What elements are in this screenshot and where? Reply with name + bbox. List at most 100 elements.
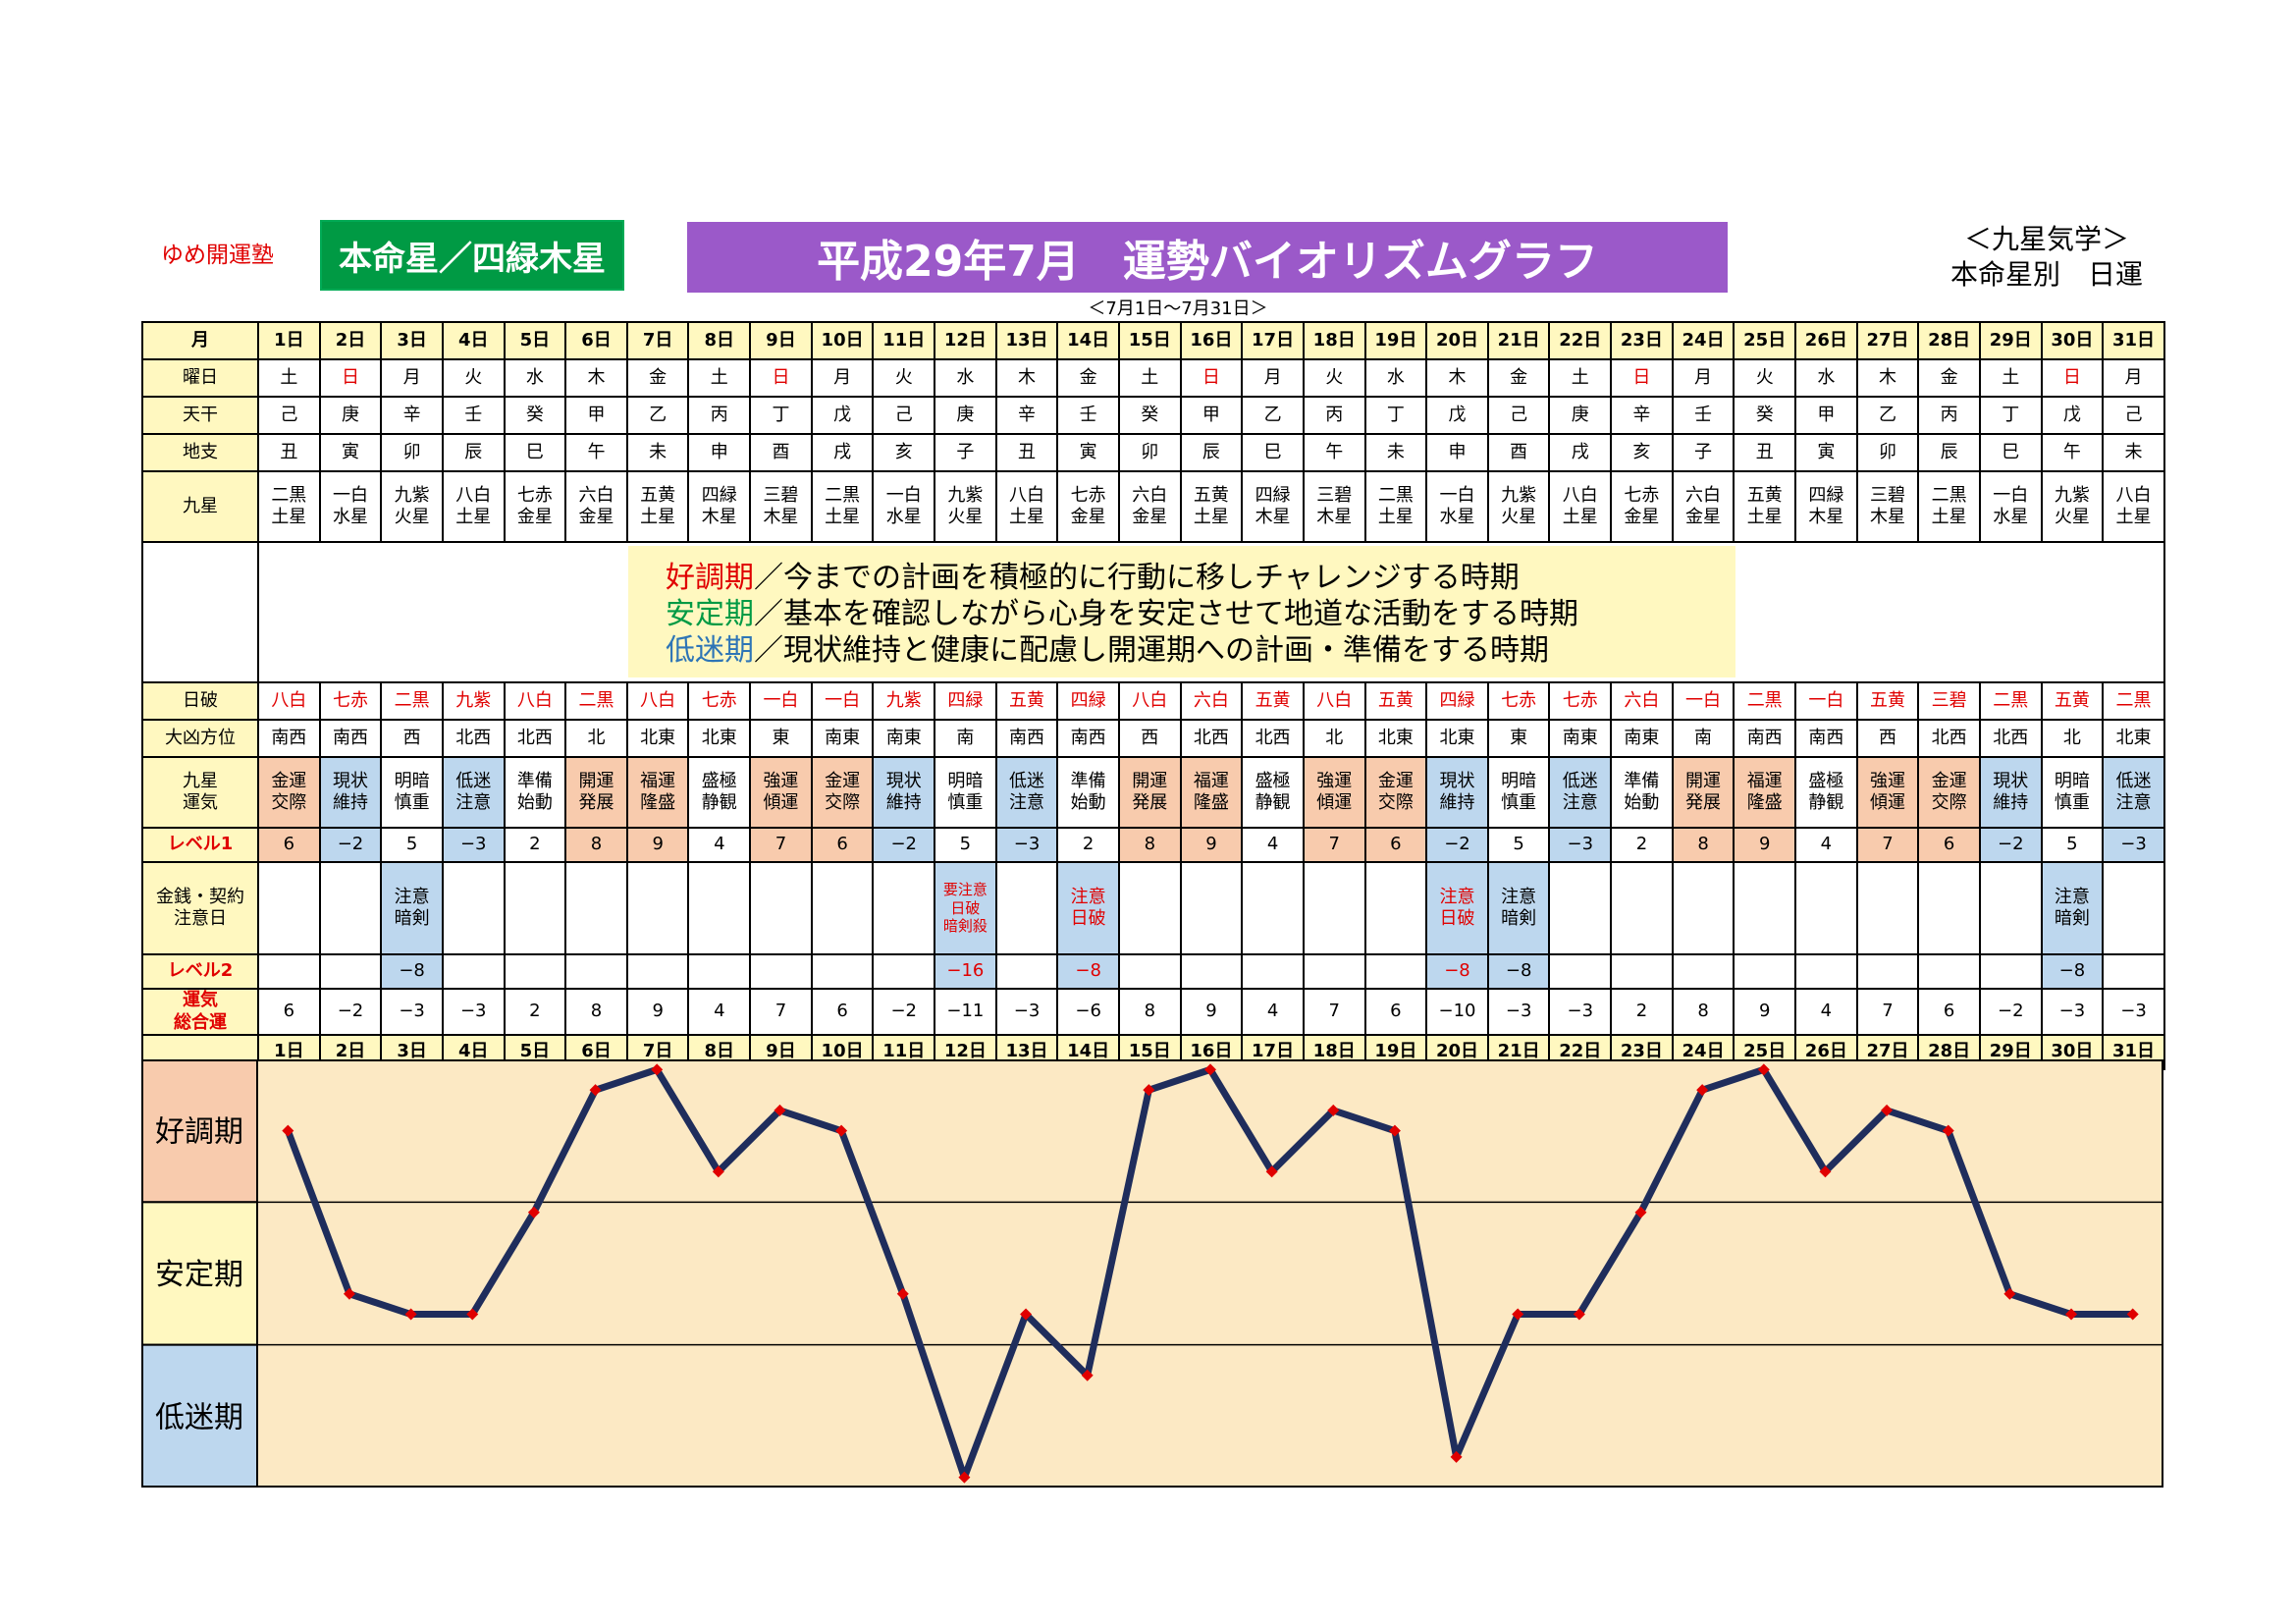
data-point bbox=[1020, 1308, 1033, 1321]
tenkan-cell: 己 bbox=[872, 396, 936, 435]
date-cell: 28日 bbox=[1917, 321, 1981, 360]
unki-line1: 金運 bbox=[1931, 770, 1967, 791]
unki-cell: 強運 傾運 bbox=[1302, 756, 1366, 829]
weekday-cell: 火 bbox=[441, 358, 506, 398]
kyusei-line1: 九紫 bbox=[2054, 484, 2090, 506]
kinsen-cell bbox=[1794, 861, 1858, 955]
daikyo-cell: 北東 bbox=[687, 719, 752, 758]
nippa-cell: 一白 bbox=[810, 681, 875, 721]
level1-cell: −3 bbox=[1548, 827, 1613, 863]
level2-cell bbox=[810, 953, 875, 990]
unki-cell: 福運 隆盛 bbox=[1733, 756, 1797, 829]
unki-line2: 静観 bbox=[701, 792, 737, 813]
kyusei-line2: 金星 bbox=[578, 507, 614, 527]
legend-stable-text: ／基本を確認しながら心身を安定させて地道な活動をする時期 bbox=[754, 597, 1578, 631]
unki-cell: 金運 交際 bbox=[1917, 756, 1981, 829]
kyusei-cell: 九紫 火星 bbox=[934, 470, 997, 543]
date-cell: 31日 bbox=[2102, 321, 2165, 360]
kyusei-line2: 土星 bbox=[1746, 507, 1783, 527]
daikyo-cell: 南西 bbox=[1733, 719, 1797, 758]
sogo-cell: 6 bbox=[1917, 988, 1981, 1036]
unki-cell: 低迷 注意 bbox=[2102, 756, 2165, 829]
unki-line1: 開運 bbox=[1132, 770, 1168, 791]
nippa-cell: 四緑 bbox=[1425, 681, 1489, 721]
unki-line2: 注意 bbox=[1562, 792, 1598, 813]
kyusei-cell: 二黒 土星 bbox=[1917, 470, 1981, 543]
tenkan-cell: 丙 bbox=[1302, 396, 1366, 435]
kyusei-cell: 九紫 火星 bbox=[1486, 470, 1551, 543]
tenkan-cell: 壬 bbox=[1671, 396, 1735, 435]
nippa-cell: 五黄 bbox=[1241, 681, 1305, 721]
level2-cell: −8 bbox=[1425, 953, 1489, 990]
legend-row-label bbox=[141, 541, 259, 683]
date-cell: 18日 bbox=[1302, 321, 1366, 360]
kyusei-line2: 土星 bbox=[2115, 507, 2152, 527]
nippa-cell: 二黒 bbox=[2102, 681, 2165, 721]
unki-line1: 盛極 bbox=[1808, 770, 1844, 791]
tenkan-cell: 壬 bbox=[441, 396, 506, 435]
daikyo-cell: 南西 bbox=[1056, 719, 1120, 758]
kyusei-line1: 二黒 bbox=[1931, 484, 1967, 506]
kyusei-line2: 木星 bbox=[763, 507, 799, 527]
kinsen-cell bbox=[1548, 861, 1613, 955]
weekday-cell: 金 bbox=[1486, 358, 1551, 398]
level2-cell bbox=[1117, 953, 1182, 990]
level1-cell: 8 bbox=[1117, 827, 1182, 863]
weekday-cell: 火 bbox=[872, 358, 936, 398]
legend-stable: 安定期／基本を確認しながら心身を安定させて地道な活動をする時期 bbox=[666, 596, 1735, 632]
kyusei-cell: 三碧 木星 bbox=[749, 470, 813, 543]
kinsen-cell bbox=[1117, 861, 1182, 955]
tenkan-cell: 庚 bbox=[1548, 396, 1613, 435]
kyusei-line1: 八白 bbox=[1562, 484, 1598, 506]
daikyo-cell: 北西 bbox=[1917, 719, 1981, 758]
kyusei-line2: 土星 bbox=[271, 507, 307, 527]
unki-cell: 開運 発展 bbox=[564, 756, 628, 829]
level2-cell: −8 bbox=[380, 953, 444, 990]
weekday-cell: 金 bbox=[1917, 358, 1981, 398]
unki-line2: 静観 bbox=[1255, 792, 1291, 813]
kyusei-line2: 土星 bbox=[455, 507, 492, 527]
kyusei-line2: 土星 bbox=[1562, 507, 1598, 527]
nippa-cell: 二黒 bbox=[380, 681, 444, 721]
legend-good-key: 好調期 bbox=[666, 561, 754, 595]
unki-line1: 盛極 bbox=[701, 770, 737, 791]
kyusei-label-line2: 本命星別 日運 bbox=[1949, 258, 2143, 291]
kinsen-cell: 注意 日破 bbox=[1425, 861, 1489, 955]
level1-cell: 4 bbox=[1794, 827, 1858, 863]
kyusei-line2: 火星 bbox=[2054, 507, 2090, 527]
level2-cell bbox=[1733, 953, 1797, 990]
kinsen-cell bbox=[318, 861, 383, 955]
kyusei-cell: 二黒 土星 bbox=[810, 470, 875, 543]
unki-line1: 明暗 bbox=[1501, 770, 1537, 791]
chishi-cell: 午 bbox=[2040, 433, 2105, 472]
unki-cell: 現状 維持 bbox=[1425, 756, 1489, 829]
nippa-cell: 八白 bbox=[257, 681, 321, 721]
weekday-cell: 土 bbox=[257, 358, 321, 398]
unki-cell: 金運 交際 bbox=[257, 756, 321, 829]
unki-line2: 慎重 bbox=[394, 792, 430, 813]
tenkan-cell: 甲 bbox=[1794, 396, 1858, 435]
kyusei-line1: 九紫 bbox=[947, 484, 984, 506]
chishi-cell: 子 bbox=[934, 433, 997, 472]
level1-cell: 5 bbox=[1486, 827, 1551, 863]
date-cell: 12日 bbox=[934, 321, 997, 360]
band-label: 低迷期 bbox=[155, 1400, 243, 1435]
kinsen-cell bbox=[872, 861, 936, 955]
level2-cell: −16 bbox=[934, 953, 997, 990]
kyusei-cell: 四緑 木星 bbox=[687, 470, 752, 543]
kyusei-line2: 金星 bbox=[1624, 507, 1660, 527]
kyusei-line1: 六白 bbox=[578, 484, 614, 506]
data-point bbox=[835, 1124, 848, 1137]
daikyo-cell: 北西 bbox=[1978, 719, 2043, 758]
kinsen-cell bbox=[441, 861, 506, 955]
kyusei-label: 九星 bbox=[141, 470, 259, 543]
date-cell: 3日 bbox=[380, 321, 444, 360]
kyusei-line1: 六白 bbox=[1685, 484, 1722, 506]
level2-cell bbox=[872, 953, 936, 990]
unki-line1: 現状 bbox=[885, 770, 922, 791]
kinsen-cell bbox=[994, 861, 1059, 955]
unki-line2: 始動 bbox=[1624, 792, 1660, 813]
sogo-label: 運気 総合運 bbox=[141, 988, 259, 1036]
chishi-cell: 未 bbox=[625, 433, 690, 472]
data-point bbox=[958, 1471, 971, 1484]
